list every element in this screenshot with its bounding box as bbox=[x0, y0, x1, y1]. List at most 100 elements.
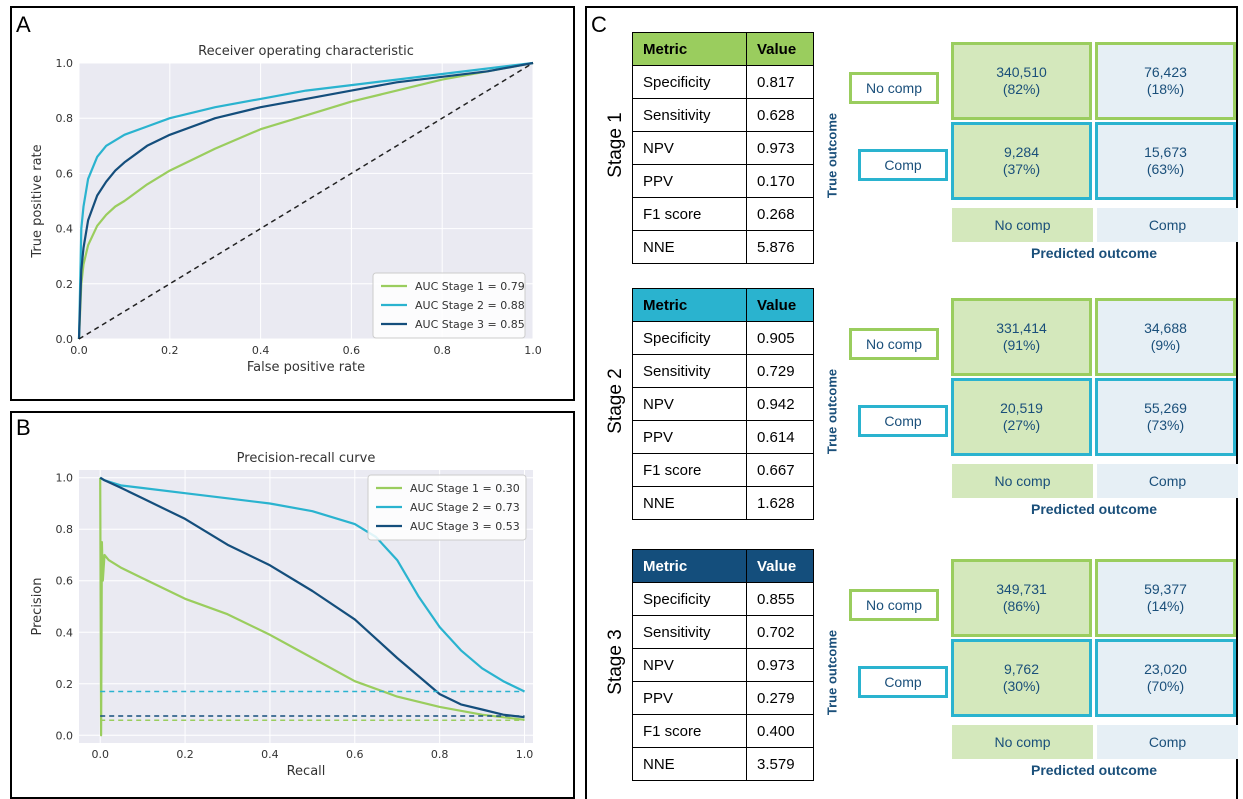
y-tick-label: 0.6 bbox=[56, 575, 74, 588]
metric-value: 0.817 bbox=[746, 65, 814, 99]
row-label-no-comp: No comp bbox=[849, 589, 939, 621]
metric-value: 1.628 bbox=[746, 486, 814, 520]
metric-row: NPV 0.973 bbox=[632, 648, 814, 682]
row-label-comp: Comp bbox=[858, 149, 948, 181]
cell-count: 23,020 bbox=[1144, 661, 1187, 677]
stage-label: Stage 1 bbox=[605, 112, 626, 178]
row-label-comp: Comp bbox=[858, 666, 948, 698]
metric-header: Metric bbox=[632, 288, 747, 322]
true-outcome-label: True outcome bbox=[824, 112, 840, 199]
metric-name: PPV bbox=[632, 164, 747, 198]
panel-c-letter: C bbox=[591, 12, 607, 37]
legend-label: AUC Stage 2 = 0.73 bbox=[410, 501, 520, 514]
x-tick-label: 0.8 bbox=[433, 344, 451, 357]
y-tick-label: 0.4 bbox=[56, 223, 74, 236]
cell-percent: (30%) bbox=[1002, 678, 1041, 694]
cell-count: 59,377 bbox=[1144, 581, 1187, 597]
y-tick-label: 0.2 bbox=[56, 678, 74, 691]
row-label-no-comp: No comp bbox=[849, 328, 939, 360]
x-tick-label: 0.2 bbox=[176, 748, 194, 761]
y-tick-label: 0.8 bbox=[56, 523, 74, 536]
y-tick-label: 0.0 bbox=[56, 333, 74, 346]
cell-percent: (70%) bbox=[1146, 678, 1185, 694]
metric-value: 0.729 bbox=[746, 354, 814, 388]
cell-percent: (27%) bbox=[1002, 417, 1041, 433]
metric-row: PPV 0.170 bbox=[632, 164, 814, 198]
series-line-2 bbox=[77, 61, 534, 340]
metric-row: PPV 0.279 bbox=[632, 681, 814, 715]
chart-title: Receiver operating characteristic bbox=[198, 44, 414, 59]
metric-row: F1 score 0.268 bbox=[632, 197, 814, 231]
metric-value: 0.667 bbox=[746, 453, 814, 487]
metric-name: Sensitivity bbox=[632, 98, 747, 132]
metric-name: NNE bbox=[632, 230, 747, 264]
x-axis-label: False positive rate bbox=[247, 360, 365, 375]
metric-table: Metric Value Specificity 0.817 Sensitivity 0.… bbox=[632, 32, 814, 264]
metric-row: Specificity 0.855 bbox=[632, 582, 814, 616]
metric-value: 0.614 bbox=[746, 420, 814, 454]
metric-name: F1 score bbox=[632, 197, 747, 231]
cell-count: 76,423 bbox=[1144, 64, 1187, 80]
matrix-cell: 349,731 (86%) bbox=[951, 559, 1092, 637]
x-tick-label: 0.4 bbox=[261, 748, 279, 761]
predicted-outcome-label: Predicted outcome bbox=[1030, 501, 1158, 517]
cell-count: 55,269 bbox=[1144, 400, 1187, 416]
metric-name: Specificity bbox=[632, 321, 747, 355]
series-line-2 bbox=[99, 476, 525, 693]
x-tick-label: 0.6 bbox=[343, 344, 361, 357]
series-line-1 bbox=[77, 61, 534, 340]
x-tick-label: 0.4 bbox=[252, 344, 270, 357]
cell-percent: (37%) bbox=[1002, 161, 1041, 177]
legend-label: AUC Stage 2 = 0.88 bbox=[415, 299, 525, 312]
metric-header: Metric bbox=[632, 549, 747, 583]
value-header: Value bbox=[746, 549, 814, 583]
cell-count: 340,510 bbox=[996, 64, 1047, 80]
true-outcome-label: True outcome bbox=[824, 368, 840, 455]
legend-label: AUC Stage 1 = 0.79 bbox=[415, 280, 525, 293]
cell-percent: (14%) bbox=[1146, 598, 1185, 614]
metric-name: Sensitivity bbox=[632, 354, 747, 388]
y-tick-label: 1.0 bbox=[56, 57, 74, 70]
panel-a-letter: A bbox=[16, 12, 31, 37]
y-tick-label: 1.0 bbox=[56, 472, 74, 485]
metric-table: Metric Value Specificity 0.905 Sensitivity 0.… bbox=[632, 288, 814, 520]
y-tick-label: 0.2 bbox=[56, 278, 74, 291]
cell-count: 9,762 bbox=[1003, 661, 1040, 677]
metric-row: NNE 5.876 bbox=[632, 230, 814, 264]
predicted-no-comp: No comp bbox=[952, 725, 1093, 759]
metric-row: Sensitivity 0.702 bbox=[632, 615, 814, 649]
x-tick-label: 1.0 bbox=[524, 344, 542, 357]
matrix-cell: 9,284 (37%) bbox=[951, 122, 1092, 200]
metric-value: 0.170 bbox=[746, 164, 814, 198]
metric-name: F1 score bbox=[632, 714, 747, 748]
metric-header-row: Metric Value bbox=[632, 32, 814, 66]
x-tick-label: 0.0 bbox=[70, 344, 88, 357]
metric-name: Specificity bbox=[632, 65, 747, 99]
metric-name: NPV bbox=[632, 131, 747, 165]
matrix-cell: 15,673 (63%) bbox=[1095, 122, 1236, 200]
panel-c: C Stage 1 Metric Value Specificity 0.817 Sens… bbox=[585, 6, 1238, 799]
metric-row: NPV 0.973 bbox=[632, 131, 814, 165]
matrix-cell: 20,519 (27%) bbox=[951, 378, 1092, 456]
cell-percent: (18%) bbox=[1146, 81, 1185, 97]
metric-name: NNE bbox=[632, 747, 747, 781]
metric-row: PPV 0.614 bbox=[632, 420, 814, 454]
metric-row: NPV 0.942 bbox=[632, 387, 814, 421]
metric-row: NNE 1.628 bbox=[632, 486, 814, 520]
value-header: Value bbox=[746, 288, 814, 322]
metric-header-row: Metric Value bbox=[632, 288, 814, 322]
metric-name: Sensitivity bbox=[632, 615, 747, 649]
row-label-no-comp: No comp bbox=[849, 72, 939, 104]
y-axis-label: Precision bbox=[30, 577, 45, 635]
cell-count: 331,414 bbox=[996, 320, 1047, 336]
stage-label: Stage 3 bbox=[605, 629, 626, 695]
metric-value: 0.942 bbox=[746, 387, 814, 421]
matrix-cell: 34,688 (9%) bbox=[1095, 298, 1236, 376]
metric-row: Specificity 0.817 bbox=[632, 65, 814, 99]
series-line-1 bbox=[99, 477, 525, 737]
y-tick-label: 0.4 bbox=[56, 626, 74, 639]
y-tick-label: 0.0 bbox=[56, 729, 74, 742]
matrix-cell: 23,020 (70%) bbox=[1095, 639, 1236, 717]
pr-chart: 0.0 0.2 0.4 0.6 0.8 1.0 0.0 0.2 0.4 0.6 0.8 1.0 Prec… bbox=[30, 451, 533, 779]
x-tick-label: 0.2 bbox=[161, 344, 179, 357]
